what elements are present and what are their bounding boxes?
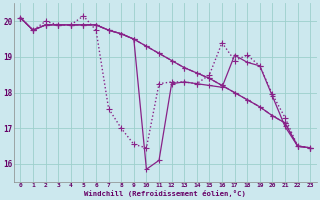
X-axis label: Windchill (Refroidissement éolien,°C): Windchill (Refroidissement éolien,°C)	[84, 190, 246, 197]
